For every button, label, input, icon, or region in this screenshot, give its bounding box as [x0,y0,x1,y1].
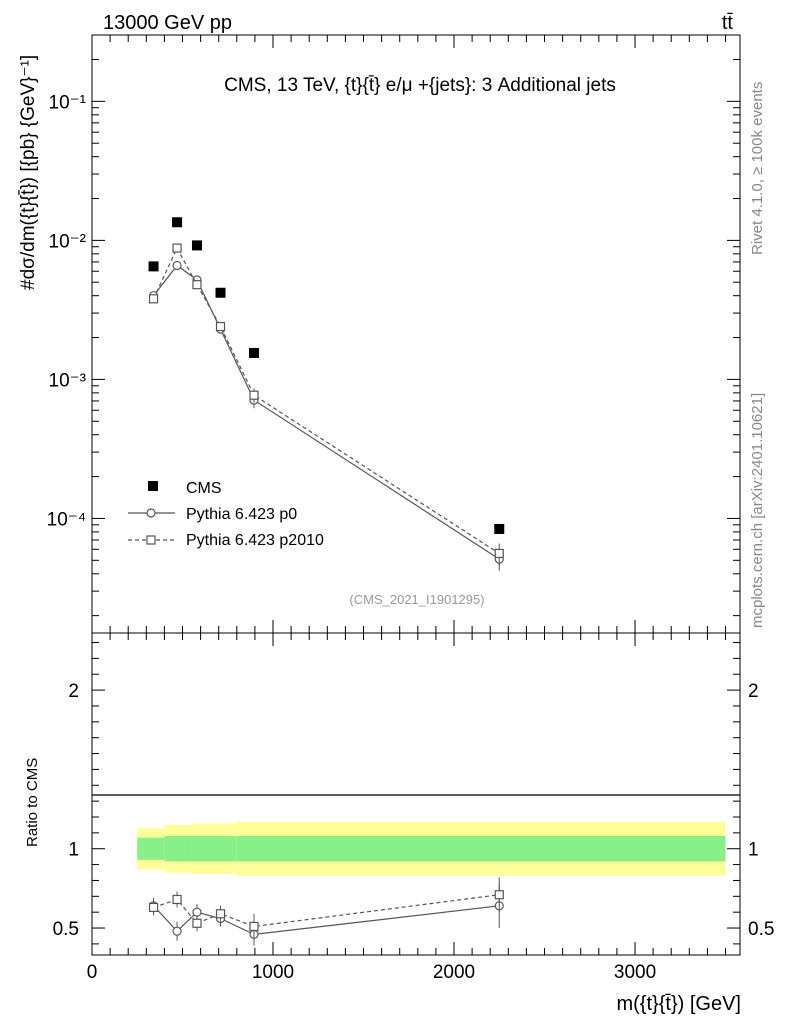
main-p2010-point [148,294,159,304]
analysis-id-label: (CMS_2021_I1901295) [349,592,484,607]
ratio-uncertainty-band [137,821,726,876]
cms-data-point [191,240,202,251]
band-inner-segment [236,836,726,862]
band-inner-segment [164,836,192,862]
main-data-series [148,217,505,534]
cms-data-point [148,261,159,272]
main-p0-point [172,260,182,271]
main-p2010-point [192,280,202,290]
ratio-frame [91,632,741,956]
ratio-mc-series [148,877,504,946]
x-tick-label: 3000 [614,962,656,983]
main-mc-series [148,243,504,571]
main-y-tick-label: 10⁻⁴ [47,509,86,530]
main-p2010-point [249,390,259,400]
ratio-y-tick-label-right: 2 [748,681,759,702]
ratio-axis-ticks [91,633,740,955]
main-y-axis-label: #dσ/dm({t}{t̄}) [{pb} {GeV}⁻¹] [18,55,39,290]
band-inner-segment [191,836,237,862]
main-p2010-point [215,321,226,332]
ratio-p2010-point [192,918,202,928]
x-tick-label: 1000 [252,962,294,983]
ratio-p2010-point [215,909,226,919]
ratio-y-tick-label-right: 1 [748,840,759,861]
ratio-y-tick-labels: 0.5 0.5 1 1 2 2 [53,681,775,940]
main-p2010-line [152,246,500,554]
legend-p2010-marker [146,535,156,545]
cms-data-point [249,347,259,358]
ratio-panel: Ratio to CMS 0.5 0.5 1 1 2 2 0 1000 2000 3000 m(… [24,632,775,1015]
ratio-p2010-point [148,902,159,913]
ratio-p2010-line [153,894,500,928]
main-panel: CMS, 13 TeV, {t}{t̄} e/μ +{jets}: 3 Addi… [18,34,741,634]
main-y-tick-labels: 10⁻⁴ 10⁻³ 10⁻² 10⁻¹ [47,92,86,530]
legend-cms-label: CMS [186,480,222,497]
main-p2010-point [494,548,504,559]
x-tick-label: 2000 [433,962,475,983]
cms-data-point [494,523,505,534]
legend: CMS Pythia 6.423 p0 Pythia 6.423 p2010 [128,480,324,549]
ratio-p0-line [153,905,500,935]
legend-p0-label: Pythia 6.423 p0 [186,506,297,523]
ratio-y-tick-label-left: 2 [68,681,79,702]
main-y-tick-label: 10⁻² [49,231,87,252]
ratio-y-tick-label-left: 0.5 [53,919,79,940]
legend-p0-marker [146,508,156,518]
ratio-p2010-point [494,890,504,900]
band-inner-segment [137,837,165,860]
x-tick-label: 0 [87,962,98,983]
ratio-y-tick-label-right: 0.5 [748,919,774,940]
main-title: CMS, 13 TeV, {t}{t̄} e/μ +{jets}: 3 Addi… [224,75,616,96]
process-label: tt̄ [722,12,734,34]
ratio-p2010-point [172,894,182,905]
ratio-p0-point [172,926,182,936]
ratio-p2010-point [249,921,259,932]
main-y-tick-label: 10⁻³ [49,370,87,391]
x-tick-labels: 0 1000 2000 3000 [87,962,656,983]
main-p2010-point [172,243,182,253]
x-axis-label: m({t}{t̄}) [GeV] [616,993,741,1015]
ratio-y-tick-label-left: 1 [68,840,79,861]
legend-cms-marker [148,481,158,491]
rivet-version-label: Rivet 4.1.0, ≥ 100k events [749,82,766,255]
legend-p2010-label: Pythia 6.423 p2010 [186,532,324,549]
cms-data-point [215,287,226,298]
mcplots-label: mcplots.cern.ch [arXiv:2401.10621] [749,393,766,628]
ratio-y-axis-label: Ratio to CMS [24,758,41,847]
ratio-p0-point [192,907,202,917]
energy-label: 13000 GeV pp [103,12,232,34]
main-y-tick-label: 10⁻¹ [49,92,87,113]
cms-data-point [172,217,183,228]
